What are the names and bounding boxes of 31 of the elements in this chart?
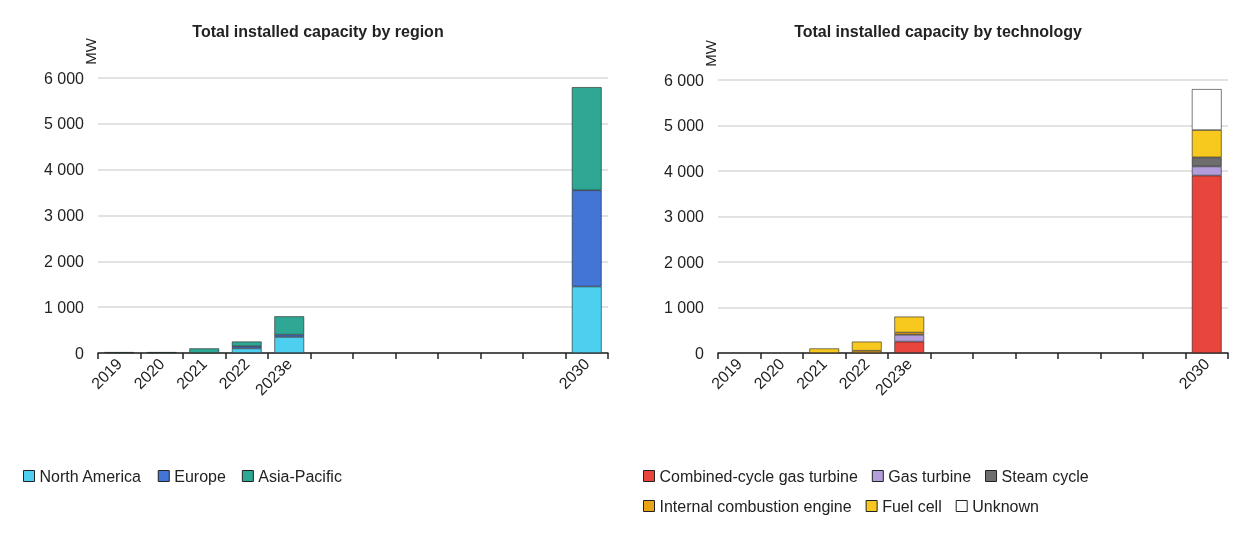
legend-label: Gas turbine [888, 467, 972, 485]
bar [894, 316, 925, 333]
y-tick-label: 4 000 [663, 162, 705, 180]
legend-label: Europe [174, 467, 226, 485]
legend-label: Unknown [972, 497, 1039, 515]
y-tick-label: 4 000 [43, 161, 85, 179]
y-axis-title: MW [82, 37, 99, 65]
y-tick-label: 5 000 [663, 117, 705, 134]
y-tick-label: 1 000 [663, 299, 705, 316]
legend-label: Steam cycle [1001, 467, 1089, 485]
y-tick-label: 2 000 [43, 252, 85, 270]
legend-label: Combined-cycle gas turbine [659, 467, 858, 485]
chart-title: Total installed capacity by region [192, 22, 444, 40]
y-tick-label: 3 000 [663, 208, 705, 225]
bar [231, 341, 262, 347]
bar [274, 316, 305, 335]
y-tick-label: 5 000 [43, 115, 85, 133]
y-tick-label: 2 000 [663, 253, 705, 271]
y-tick-label: 6 000 [663, 71, 705, 89]
y-tick-label: 6 000 [43, 69, 85, 87]
legend-label: Fuel cell [882, 497, 942, 515]
y-axis-title: MW [702, 39, 719, 67]
y-tick-label: 1 000 [43, 298, 85, 316]
legend-label: Asia-Pacific [258, 467, 342, 485]
y-tick-label: 3 000 [43, 207, 85, 224]
legend-label: North America [39, 467, 141, 485]
legend-label: Internal combustion engine [659, 497, 852, 515]
bar [851, 341, 882, 351]
y-tick-label: 0 [75, 344, 85, 362]
chart-title: Total installed capacity by technology [794, 22, 1082, 40]
y-tick-label: 0 [695, 344, 705, 362]
